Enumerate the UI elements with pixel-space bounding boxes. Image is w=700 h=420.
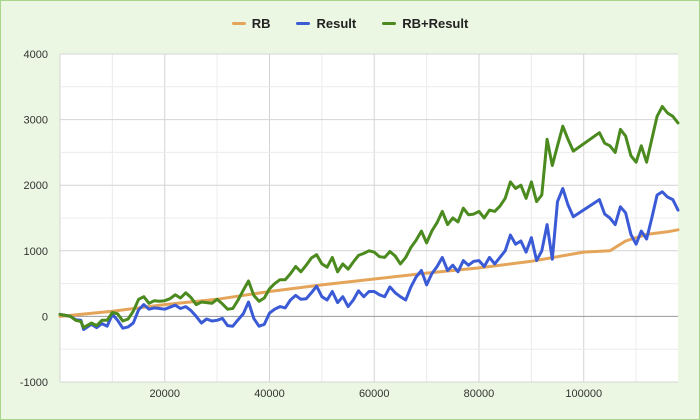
y-tick-label: 2000 <box>24 180 48 192</box>
legend-swatch-result <box>296 21 311 25</box>
x-tick-label: 60000 <box>359 388 390 400</box>
axes: -1000 0 1000 2000 3000 4000 20000 40000 60000 800… <box>20 49 602 400</box>
series-line-rb-result <box>58 105 680 330</box>
x-tick-label: 80000 <box>464 388 495 400</box>
legend-item-rb[interactable]: RB <box>231 13 271 33</box>
legend-item-result[interactable]: Result <box>296 13 356 33</box>
legend-label-rb-result: RB+Result <box>402 15 469 31</box>
series-line-rb <box>58 228 680 318</box>
x-tick-label: 20000 <box>149 388 180 400</box>
series-lines <box>58 105 680 331</box>
x-tick-label: 100000 <box>565 388 602 400</box>
series-line-result <box>58 187 680 331</box>
legend-item-rb-result[interactable]: RB+Result <box>382 13 468 33</box>
legend: RB Result RB+Result <box>0 13 700 33</box>
y-tick-label: 0 <box>42 311 48 323</box>
grid <box>59 53 678 383</box>
y-tick-label: 1000 <box>24 246 48 258</box>
legend-swatch-rb <box>231 21 246 25</box>
legend-label-rb: RB <box>251 15 271 31</box>
y-tick-label: 4000 <box>24 49 48 61</box>
legend-swatch-rb-result <box>382 21 397 25</box>
x-tick-label: 40000 <box>254 388 285 400</box>
y-tick-label: -1000 <box>20 377 48 389</box>
legend-label-result: Result <box>316 15 357 31</box>
y-tick-label: 3000 <box>24 115 48 127</box>
